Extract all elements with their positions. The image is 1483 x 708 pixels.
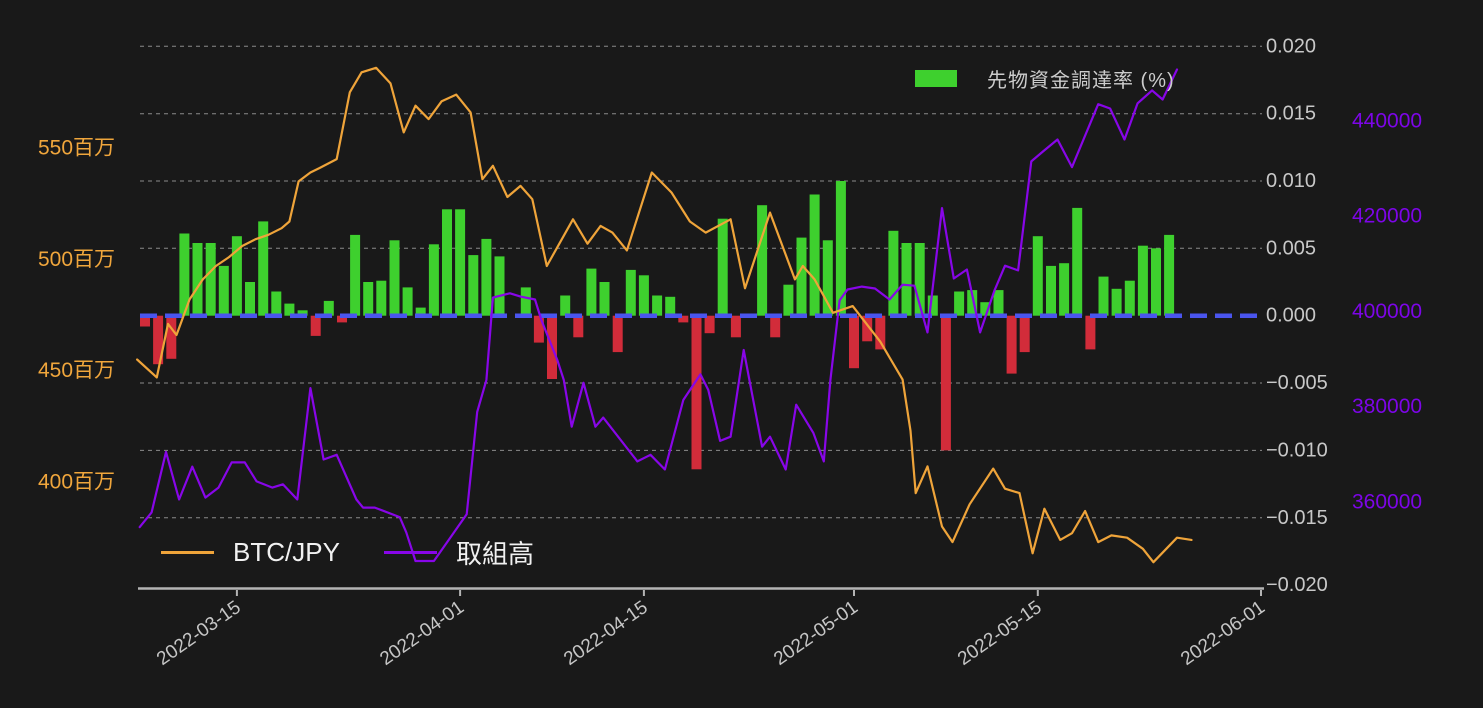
svg-text:500百万: 500百万 (38, 248, 115, 271)
svg-text:0.000: 0.000 (1266, 305, 1316, 327)
svg-text:450百万: 450百万 (38, 359, 115, 382)
svg-text:2022-04-15: 2022-04-15 (560, 597, 652, 670)
legend-funding-rate: 先物資金調達率 (%) (915, 64, 1175, 93)
svg-text:400000: 400000 (1352, 300, 1422, 323)
svg-text:550百万: 550百万 (38, 137, 115, 160)
svg-text:−0.020: −0.020 (1266, 574, 1328, 596)
funding-legend-label: 先物資金調達率 (%) (987, 70, 1175, 92)
svg-text:400百万: 400百万 (38, 471, 115, 494)
open-interest-legend-swatch (384, 550, 437, 554)
svg-text:0.015: 0.015 (1266, 103, 1316, 125)
svg-text:−0.015: −0.015 (1266, 507, 1328, 529)
funding-legend-swatch (915, 70, 957, 87)
svg-text:0.010: 0.010 (1266, 170, 1316, 192)
svg-text:0.020: 0.020 (1266, 35, 1316, 57)
svg-text:380000: 380000 (1352, 395, 1422, 418)
svg-text:−0.005: −0.005 (1266, 372, 1328, 394)
svg-text:2022-04-01: 2022-04-01 (376, 597, 468, 670)
svg-text:2022-03-15: 2022-03-15 (153, 597, 245, 670)
svg-text:360000: 360000 (1352, 490, 1422, 513)
btcjpy-legend-label: BTC/JPY (233, 536, 340, 567)
svg-text:−0.010: −0.010 (1266, 439, 1328, 461)
svg-text:2022-05-15: 2022-05-15 (954, 597, 1046, 670)
legend-item-open-interest: 取組高 (384, 537, 534, 569)
svg-text:2022-05-01: 2022-05-01 (770, 597, 862, 670)
open-interest-legend-label: 取組高 (456, 538, 535, 569)
btcjpy-legend-swatch (161, 550, 214, 554)
svg-text:440000: 440000 (1352, 109, 1422, 132)
svg-text:420000: 420000 (1352, 205, 1422, 228)
svg-text:0.005: 0.005 (1266, 237, 1316, 259)
legend-item-btcjpy: BTC/JPY (161, 537, 340, 567)
svg-text:2022-06-01: 2022-06-01 (1177, 597, 1269, 670)
